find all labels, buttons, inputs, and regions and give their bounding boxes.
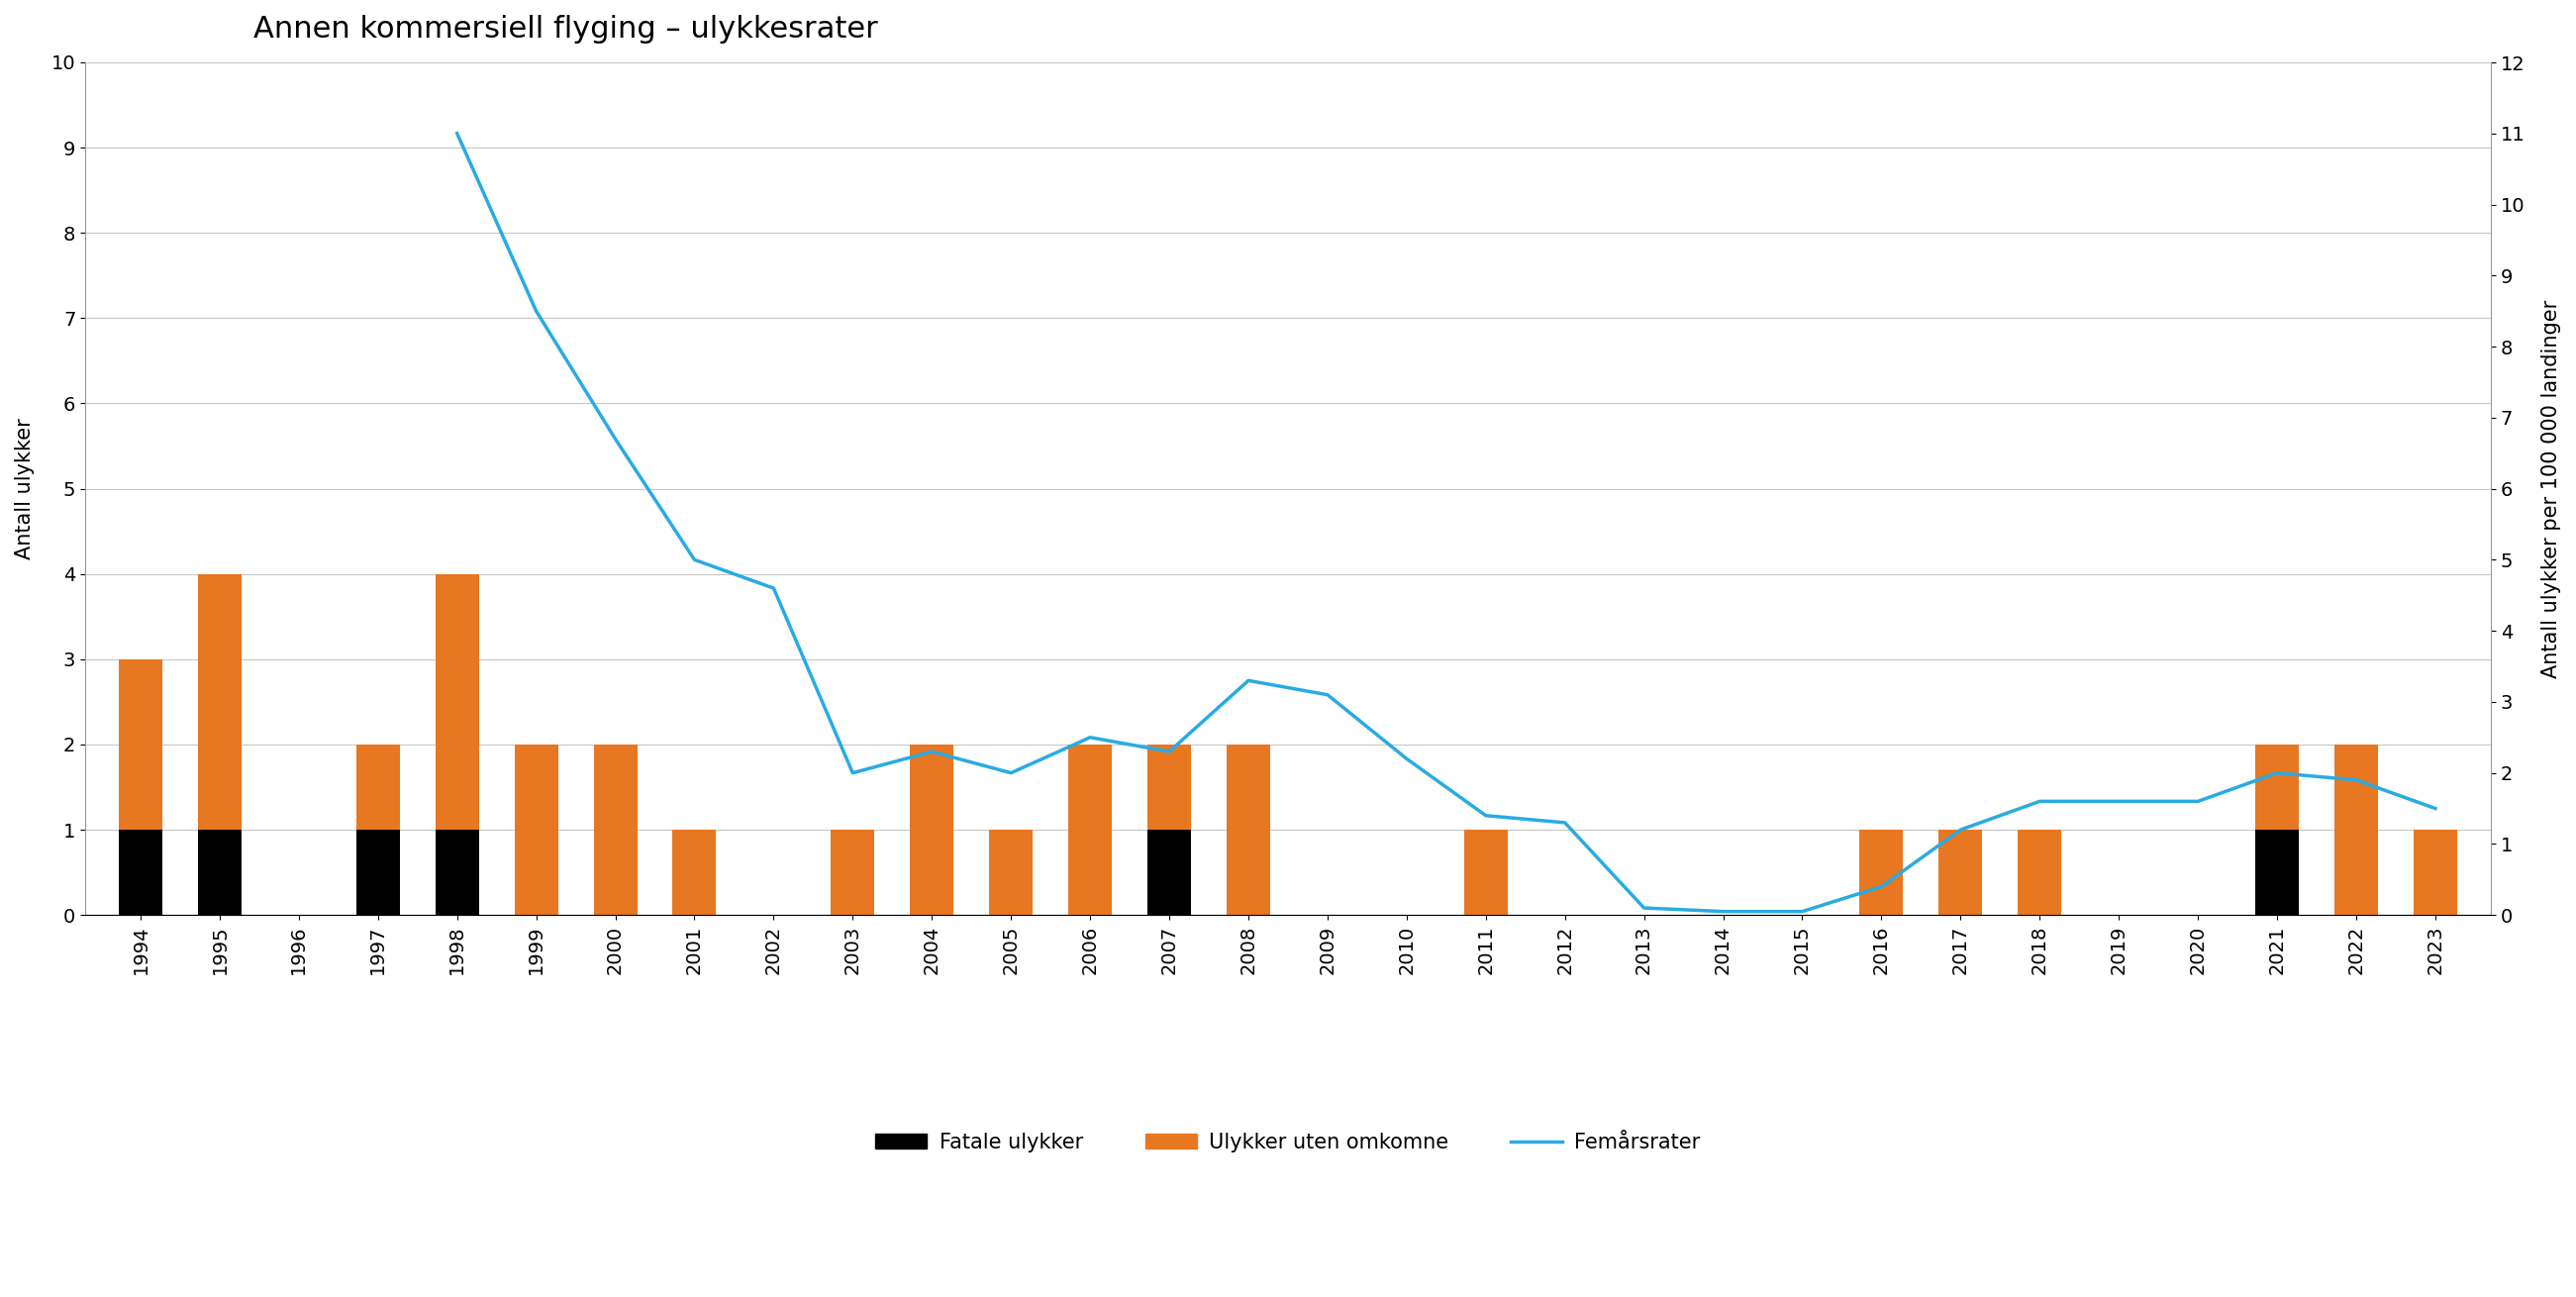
Bar: [1463, 830, 1507, 916]
Bar: [118, 659, 162, 830]
Bar: [2017, 830, 2061, 916]
Y-axis label: Antall ulykker per 100 000 landinger: Antall ulykker per 100 000 landinger: [2543, 300, 2561, 678]
Bar: [1146, 830, 1190, 916]
Bar: [435, 830, 479, 916]
Legend: Fatale ulykker, Ulykker uten omkomne, Femårsrater: Fatale ulykker, Ulykker uten omkomne, Fe…: [868, 1124, 1708, 1161]
Text: Annen kommersiell flyging – ulykkesrater: Annen kommersiell flyging – ulykkesrater: [252, 14, 878, 44]
Y-axis label: Antall ulykker: Antall ulykker: [15, 418, 33, 559]
Bar: [989, 830, 1033, 916]
Bar: [355, 744, 399, 830]
Bar: [355, 830, 399, 916]
Bar: [1940, 830, 1984, 916]
Bar: [2257, 830, 2298, 916]
Bar: [909, 744, 953, 916]
Bar: [592, 744, 636, 916]
Bar: [2257, 744, 2298, 830]
Bar: [435, 575, 479, 830]
Bar: [198, 830, 242, 916]
Bar: [198, 575, 242, 830]
Bar: [832, 830, 873, 916]
Bar: [515, 744, 559, 916]
Bar: [118, 830, 162, 916]
Bar: [1226, 744, 1270, 916]
Bar: [2334, 744, 2378, 916]
Bar: [1860, 830, 1904, 916]
Bar: [1146, 744, 1190, 830]
Bar: [672, 830, 716, 916]
Bar: [1069, 744, 1113, 916]
Bar: [2414, 830, 2458, 916]
